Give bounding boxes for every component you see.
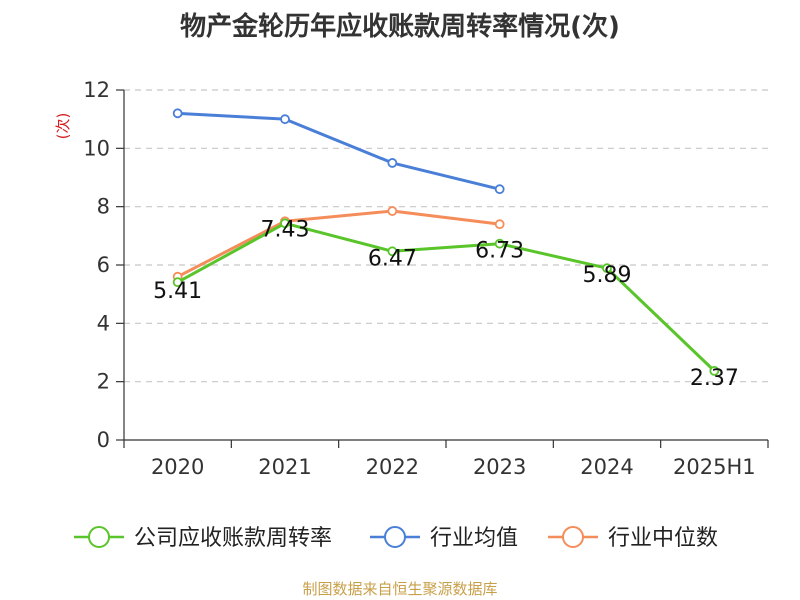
grid-lines <box>124 89 768 383</box>
data-label: 7.43 <box>261 217 310 242</box>
axes: 0 2 4 6 8 10 12 2020 2021 2022 2023 2024 2025H1 <box>83 78 769 479</box>
x-tick-label: 2025H1 <box>673 455 756 479</box>
series-line-0 <box>176 221 716 372</box>
data-point <box>602 263 612 274</box>
y-axis-label: (次) <box>54 113 72 140</box>
data-label: 6.47 <box>368 246 417 271</box>
legend-marker <box>88 526 110 548</box>
x-tick-label: 2021 <box>258 455 311 479</box>
data-point <box>387 246 398 257</box>
legend-label: 行业中位数 <box>608 526 718 551</box>
x-tick-label: 2023 <box>473 455 526 479</box>
series-lines <box>172 108 720 376</box>
data-point <box>280 218 290 229</box>
chart-title: 物产金轮历年应收账款周转率情况(次) <box>180 12 620 42</box>
y-tick-label: 4 <box>97 311 110 335</box>
data-point <box>494 219 505 230</box>
data-label: 5.41 <box>153 279 202 304</box>
legend: 公司应收账款周转率 行业均值 行业中位数 <box>74 526 718 551</box>
data-point <box>387 158 398 168</box>
y-tick-label: 12 <box>83 78 110 102</box>
series-line-2 <box>176 209 500 278</box>
legend-marker <box>384 526 406 548</box>
data-label: 2.37 <box>690 366 739 391</box>
data-point <box>709 365 720 376</box>
legend-label: 公司应收账款周转率 <box>134 526 332 551</box>
data-point <box>172 277 183 288</box>
data-point <box>387 206 398 216</box>
y-tick-label: 2 <box>97 370 110 394</box>
y-tick-label: 6 <box>97 253 110 277</box>
legend-marker <box>562 526 584 548</box>
data-point <box>172 108 183 119</box>
data-label: 6.73 <box>475 239 524 264</box>
data-point <box>494 238 505 249</box>
y-tick-label: 0 <box>97 428 110 452</box>
y-tick-label: 8 <box>97 195 110 219</box>
series-line-1 <box>177 111 501 191</box>
data-labels: 5.41 7.43 6.47 6.73 5.89 2.37 <box>153 217 739 391</box>
source-note: 制图数据来自恒生聚源数据库 <box>302 580 498 598</box>
data-label: 5.89 <box>583 263 632 288</box>
y-tick-label: 10 <box>83 136 110 160</box>
x-tick-label: 2020 <box>151 455 204 479</box>
x-tick-label: 2024 <box>580 455 633 479</box>
data-point <box>280 114 290 125</box>
data-point <box>494 184 505 195</box>
x-tick-label: 2022 <box>366 455 419 479</box>
legend-label: 行业均值 <box>430 526 518 551</box>
